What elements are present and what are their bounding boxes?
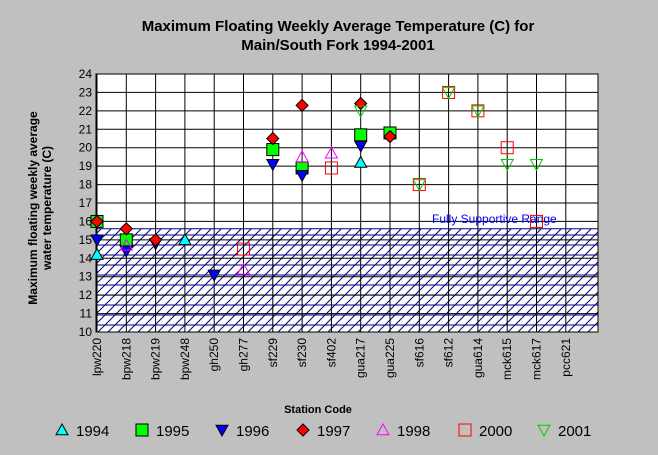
y-tick-label: 14 (79, 251, 93, 265)
x-tick-label: bpw248 (178, 338, 192, 380)
data-point-1996 (207, 269, 222, 282)
x-tick-label: gua614 (471, 338, 485, 378)
y-tick-labels: 10 11 12 13 14 15 16 17 18 19 20 21 22 23 24 (79, 67, 93, 339)
data-point-2000 (324, 161, 338, 175)
data-point-2001 (529, 159, 544, 172)
legend-item-1998: 1998 (376, 422, 430, 440)
data-point-1996 (265, 159, 280, 172)
y-tick-label: 15 (79, 233, 93, 247)
y-tick-label: 19 (79, 159, 93, 173)
x-tick-label: sf616 (412, 338, 426, 368)
data-point-1994 (178, 232, 192, 246)
x-tick-label: gh250 (207, 338, 221, 372)
x-tick-label: mck617 (530, 338, 544, 380)
data-point-1997 (383, 129, 397, 144)
y-tick-label: 20 (79, 141, 93, 155)
legend-marker (458, 423, 472, 437)
grid-lines (96, 73, 598, 333)
x-tick-label: sf612 (442, 338, 456, 368)
legend-label: 2000 (479, 423, 512, 440)
data-point-1997 (295, 98, 309, 113)
y-tick-label: 21 (79, 122, 93, 136)
data-point-1998 (295, 149, 309, 163)
y-tick-label: 22 (79, 104, 93, 118)
data-point-2001 (353, 105, 368, 118)
x-tick-label: bpw219 (149, 338, 163, 380)
legend-item-2000: 2000 (458, 423, 512, 440)
chart-title-line2: Main/South Fork 1994-2001 (241, 37, 434, 54)
legend-label: 1998 (397, 423, 430, 440)
data-point-1998 (324, 146, 339, 159)
y-tick-label: 10 (79, 325, 93, 339)
data-point-2000 (500, 141, 514, 155)
data-point-2001 (441, 87, 456, 100)
legend-marker (376, 422, 390, 436)
data-point-1996 (353, 140, 368, 153)
data-point-1994 (90, 247, 104, 260)
legend-item-1994: 1994 (55, 422, 109, 440)
x-tick-label: gua225 (383, 338, 397, 378)
data-point-2001 (471, 105, 485, 118)
legend-label: 1996 (236, 423, 269, 440)
y-tick-label: 24 (79, 67, 93, 81)
data-point-1997 (266, 131, 280, 146)
data-point-1998 (236, 262, 251, 275)
y-tick-label: 18 (79, 178, 93, 192)
data-point-1995 (266, 143, 280, 157)
data-point-1996 (119, 245, 134, 258)
x-tick-label: sf402 (324, 338, 338, 368)
x-tick-labels: lpw220 bpw218 bpw219 bpw248 gh250 gh277 sf229 s… (90, 338, 573, 380)
data-point-1994 (353, 155, 368, 168)
data-point-1997 (90, 214, 104, 229)
data-point-2001 (500, 159, 515, 172)
y-tick-label: 11 (80, 307, 93, 321)
data-point-1998 (119, 238, 134, 251)
data-point-2000 (530, 214, 543, 228)
legend-marker (55, 422, 69, 436)
range-band-label: Fully Supportive Range (432, 212, 557, 226)
data-point-2001 (412, 179, 427, 192)
chart-title-line1: Maximum Floating Weekly Average Temperat… (142, 18, 535, 35)
data-point-1996 (295, 170, 309, 183)
legend: 1994 1995 1996 1997 1998 2000 2001 (55, 422, 591, 440)
x-tick-label: sf229 (266, 338, 280, 368)
x-tick-label: mck615 (500, 338, 514, 380)
y-tick-label: 16 (79, 214, 93, 228)
legend-item-1996: 1996 (215, 423, 269, 440)
x-tick-label: sf230 (295, 338, 309, 368)
data-point-2000 (237, 242, 250, 256)
x-axis-label: Station Code (284, 404, 352, 416)
data-point-1997 (119, 222, 134, 236)
legend-label: 1994 (76, 423, 109, 440)
y-axis-label-line1: Maximum floating weekly average (26, 111, 40, 305)
y-axis-label-line2: water temperature (C) (40, 146, 54, 271)
x-tick-label: bpw218 (119, 338, 133, 380)
legend-marker (135, 423, 149, 437)
x-tick-label: gh277 (237, 338, 251, 372)
y-tick-label: 12 (79, 288, 93, 302)
legend-marker (215, 424, 229, 438)
y-tick-label: 13 (79, 270, 93, 284)
x-tick-label: pcc621 (559, 338, 573, 377)
legend-item-1997: 1997 (296, 423, 350, 440)
data-point-1996 (90, 234, 104, 247)
data-markers (90, 85, 544, 282)
plot-frame (95, 73, 599, 333)
x-tick-label: lpw220 (90, 338, 104, 376)
data-point-1997 (148, 233, 163, 247)
x-tick-label: gua217 (354, 338, 368, 378)
legend-label: 1997 (317, 423, 350, 440)
y-tick-label: 23 (79, 85, 93, 99)
y-tick-label: 17 (79, 196, 93, 210)
legend-marker (537, 424, 551, 438)
legend-label: 1995 (156, 423, 189, 440)
fully-supportive-range-band (96, 228, 598, 332)
legend-marker (296, 423, 310, 437)
legend-item-1995: 1995 (135, 423, 189, 440)
legend-label: 2001 (558, 423, 591, 440)
legend-item-2001: 2001 (537, 423, 591, 440)
data-point-1995 (354, 128, 368, 142)
